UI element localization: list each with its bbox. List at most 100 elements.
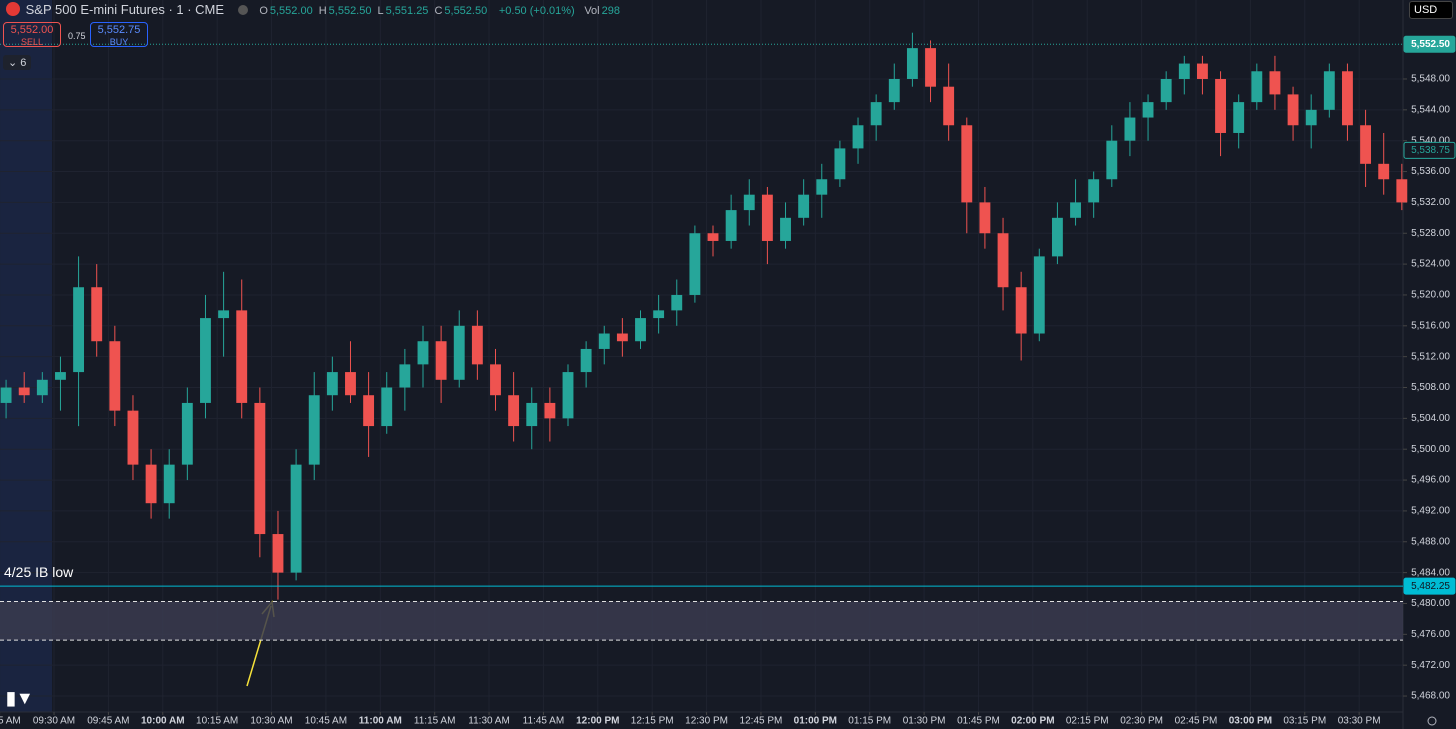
candle-body xyxy=(1106,140,1118,180)
x-tick-label: 12:45 PM xyxy=(740,716,783,727)
candle-body xyxy=(471,325,483,365)
spread: 0.75 xyxy=(68,31,86,41)
candle-body xyxy=(200,318,211,403)
candle-body xyxy=(236,310,248,403)
settings-icon[interactable] xyxy=(1427,716,1437,726)
candle-body xyxy=(254,402,266,535)
x-tick-label: 09:45 AM xyxy=(87,716,129,727)
y-tick-label: 5,480.00 xyxy=(1411,598,1450,609)
candle-body xyxy=(743,194,755,211)
candle-body xyxy=(689,233,701,295)
stat-key: H xyxy=(318,5,327,17)
stat-key: C xyxy=(434,5,443,17)
x-tick-label: 01:45 PM xyxy=(957,716,1000,727)
x-tick-label: 09:30 AM xyxy=(33,716,75,727)
candle-body xyxy=(816,179,828,195)
x-tick-label: 02:15 PM xyxy=(1066,716,1109,727)
price-tag-label: 5,552.50 xyxy=(1411,39,1450,50)
candle-body xyxy=(1033,256,1045,334)
price-tag-label: 5,482.25 xyxy=(1411,581,1450,592)
y-tick-label: 5,516.00 xyxy=(1411,320,1450,331)
candle-body xyxy=(798,194,810,218)
sell-label: SELL xyxy=(20,37,44,47)
vol-key: Vol xyxy=(584,5,600,17)
stat-value: 5,552.50 xyxy=(328,5,372,17)
indicators-toggle[interactable]: ⌄ 6 xyxy=(3,55,32,70)
candle-body xyxy=(145,464,157,504)
candle-body xyxy=(616,333,628,342)
x-tick-label: 12:15 PM xyxy=(631,716,674,727)
candle-body xyxy=(91,287,103,342)
candle-body xyxy=(218,310,230,319)
candle-body xyxy=(580,348,592,373)
x-tick-label: 12:00 PM xyxy=(576,716,619,727)
zone xyxy=(0,601,1403,641)
y-tick-label: 5,496.00 xyxy=(1411,475,1450,486)
indicator-count: 6 xyxy=(20,57,27,69)
annotation: 4/25 IB low xyxy=(4,564,74,580)
stat-key: L xyxy=(377,5,384,17)
candle-body xyxy=(18,387,30,396)
candle-body xyxy=(1142,102,1154,118)
candle-body xyxy=(635,318,646,342)
x-tick-label: 09:15 AM xyxy=(0,716,21,727)
candle-body xyxy=(417,341,429,365)
candle-body xyxy=(852,125,864,149)
candle-body xyxy=(163,464,175,504)
buy-price: 5,552.75 xyxy=(97,24,141,36)
buy-button[interactable]: 5,552.75 BUY xyxy=(90,22,148,47)
y-tick-label: 5,532.00 xyxy=(1411,197,1450,208)
candle-body xyxy=(272,534,284,573)
stat-value: 5,551.25 xyxy=(385,5,429,17)
candle-body xyxy=(0,387,12,403)
y-tick-label: 5,500.00 xyxy=(1411,444,1450,455)
candle-body xyxy=(326,372,338,396)
candle-body xyxy=(490,364,501,396)
stat-value: 5,552.50 xyxy=(444,5,488,17)
vol: 298 xyxy=(601,5,620,17)
y-tick-label: 5,528.00 xyxy=(1411,228,1450,239)
candle-body xyxy=(1287,94,1299,126)
candle-body xyxy=(399,364,411,388)
y-tick-label: 5,548.00 xyxy=(1411,74,1450,85)
x-tick-label: 10:45 AM xyxy=(305,716,347,727)
x-tick-label: 11:15 AM xyxy=(414,716,456,727)
x-tick-label: 01:00 PM xyxy=(794,716,837,727)
currency[interactable]: USD xyxy=(1409,1,1453,19)
change: +0.50 (+0.01%) xyxy=(498,5,575,17)
candle-body xyxy=(725,210,737,241)
candle-body xyxy=(508,395,520,427)
candle-body xyxy=(308,395,320,465)
candle-body xyxy=(127,410,139,465)
candle-body xyxy=(671,294,683,311)
candle-body xyxy=(780,217,791,241)
candle-body xyxy=(290,464,302,573)
header: S&P 500 E-mini Futures · 1 · CME O 5,552.… xyxy=(6,2,626,17)
candle-body xyxy=(653,310,665,319)
candle-body xyxy=(961,125,973,203)
candle-body xyxy=(435,341,447,380)
x-tick-label: 03:15 PM xyxy=(1283,716,1326,727)
x-tick-label: 11:00 AM xyxy=(359,716,402,727)
candle-body xyxy=(526,402,538,427)
candle-body xyxy=(1251,71,1263,103)
candle-body xyxy=(55,372,66,380)
logo: ▮▼ xyxy=(6,688,34,708)
candle-body xyxy=(997,233,1009,288)
x-tick-label: 02:30 PM xyxy=(1120,716,1163,727)
candle-body xyxy=(870,102,882,126)
candle-body xyxy=(906,48,918,79)
candle-body xyxy=(888,78,900,103)
x-tick-label: 01:30 PM xyxy=(903,716,946,727)
candle-body xyxy=(979,202,991,234)
x-tick-label: 03:30 PM xyxy=(1338,716,1381,727)
sell-button[interactable]: 5,552.00 SELL xyxy=(3,22,61,47)
candle-body xyxy=(1088,179,1100,203)
candle-body xyxy=(453,325,465,380)
candle-body xyxy=(1342,71,1353,126)
y-tick-label: 5,540.00 xyxy=(1411,135,1450,146)
candle-body xyxy=(381,387,393,427)
y-tick-label: 5,536.00 xyxy=(1411,166,1450,177)
candle-body xyxy=(1378,163,1390,180)
